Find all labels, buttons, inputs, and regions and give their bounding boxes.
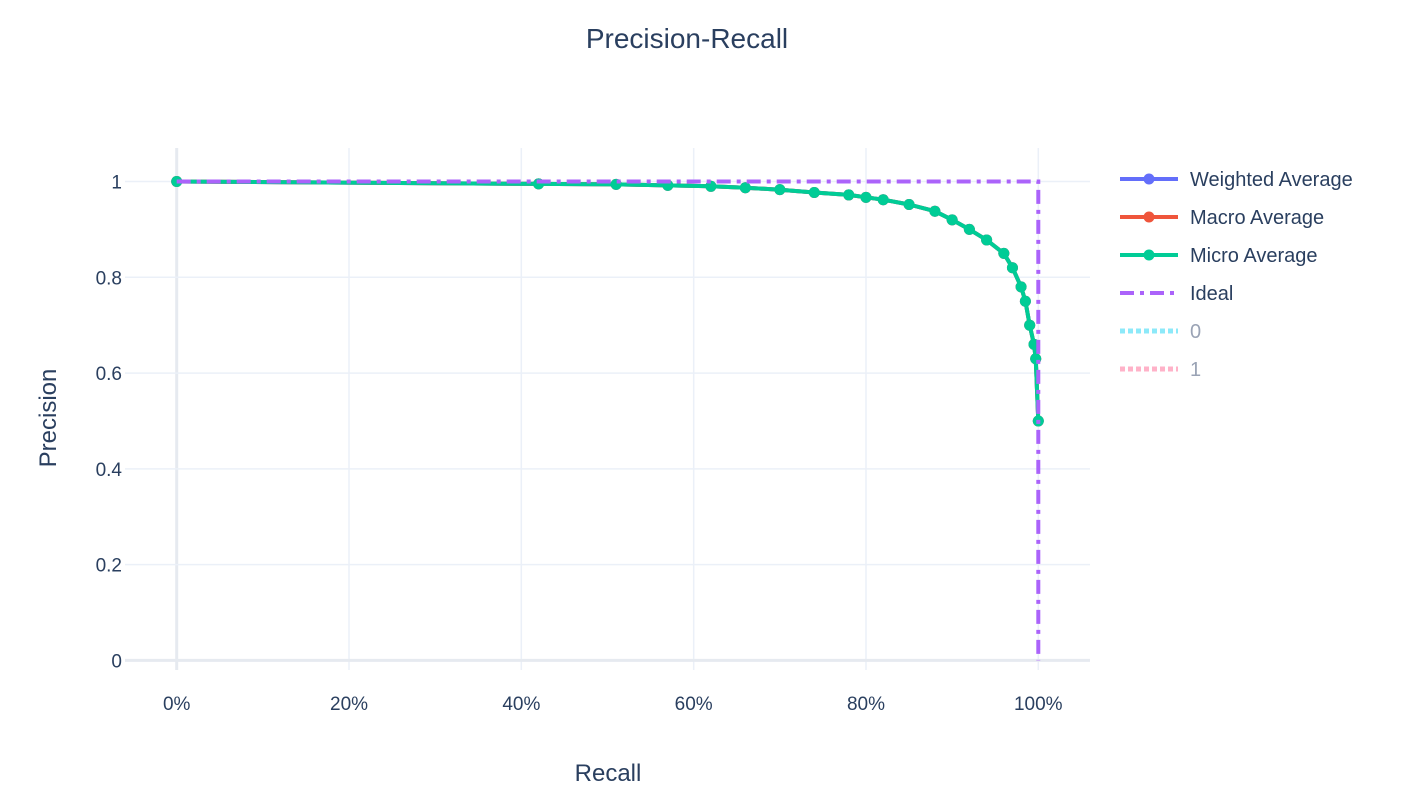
x-tick-label: 40%	[502, 694, 540, 715]
series-ideal	[176, 179, 1041, 661]
series-line	[176, 179, 1041, 422]
y-tick-label: 0	[111, 651, 122, 672]
series-line	[176, 179, 1041, 422]
x-axis-title: Recall	[575, 760, 642, 787]
chart-title: Precision-Recall	[586, 23, 788, 54]
data-point	[1019, 295, 1031, 307]
tick-layer: 0% 20% 40% 60% 80% 100% 0 0.2 0.4 0.6 0.8 1	[96, 173, 1063, 715]
series-macro-average	[171, 176, 1044, 427]
data-point	[929, 205, 941, 217]
legend-label: Micro Average	[1190, 245, 1317, 267]
data-point	[903, 199, 915, 211]
legend: Weighted Average Macro Average Micro Avera…	[1120, 169, 1353, 381]
y-tick-label: 0.4	[96, 460, 123, 481]
data-point	[1006, 262, 1018, 274]
data-point	[171, 176, 183, 188]
data-point	[1015, 281, 1027, 293]
y-tick-label: 0.8	[96, 268, 122, 289]
data-point	[1024, 319, 1036, 331]
legend-item[interactable]: 1	[1120, 359, 1201, 381]
y-tick-label: 1	[111, 173, 122, 194]
legend-label: 1	[1190, 359, 1201, 381]
data-point	[705, 180, 717, 192]
y-tick-label: 0.6	[96, 364, 122, 385]
legend-label: Ideal	[1190, 283, 1233, 305]
legend-label: 0	[1190, 321, 1201, 343]
x-tick-label: 80%	[847, 694, 885, 715]
legend-label: Weighted Average	[1190, 169, 1353, 191]
data-point	[981, 234, 993, 246]
series-line	[176, 179, 1041, 422]
x-tick-label: 60%	[675, 694, 713, 715]
legend-item[interactable]: 0	[1120, 321, 1201, 343]
legend-item[interactable]: Micro Average	[1120, 245, 1317, 267]
data-point	[739, 182, 751, 194]
series-micro-average	[171, 176, 1044, 427]
legend-label: Macro Average	[1190, 207, 1324, 229]
y-axis-title: Precision	[35, 369, 62, 468]
data-point	[946, 214, 958, 226]
data-point	[808, 187, 820, 199]
legend-marker	[1143, 211, 1155, 223]
legend-item[interactable]: Ideal	[1120, 283, 1233, 305]
series-layer	[171, 176, 1044, 661]
x-tick-label: 0%	[163, 694, 191, 715]
data-point	[998, 247, 1010, 259]
y-tick-label: 0.2	[96, 556, 122, 577]
grid-layer	[125, 148, 1090, 670]
data-point	[877, 194, 889, 206]
legend-item[interactable]: Weighted Average	[1120, 169, 1353, 191]
series-line	[176, 179, 1041, 661]
legend-item[interactable]: Macro Average	[1120, 207, 1324, 229]
legend-marker	[1143, 249, 1155, 261]
series-weighted-average	[171, 176, 1044, 427]
legend-marker	[1143, 173, 1155, 185]
x-tick-label: 100%	[1014, 694, 1063, 715]
data-point	[843, 189, 855, 201]
data-point	[774, 184, 786, 196]
data-point	[963, 223, 975, 235]
x-tick-label: 20%	[330, 694, 368, 715]
data-point	[860, 191, 872, 203]
